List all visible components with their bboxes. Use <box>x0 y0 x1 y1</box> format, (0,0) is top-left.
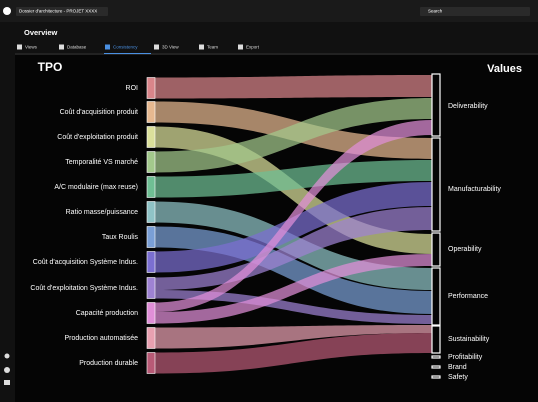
logout-icon[interactable] <box>4 380 10 385</box>
flow-ribbon[interactable] <box>155 75 432 99</box>
header <box>0 22 538 55</box>
settings-icon[interactable] <box>4 353 10 359</box>
user-icon[interactable] <box>4 367 10 373</box>
right-node-label: Safety <box>448 374 468 381</box>
flow-ribbon[interactable] <box>155 254 432 324</box>
left-node[interactable] <box>146 151 156 173</box>
right-node-label: Operability <box>448 246 482 253</box>
right-node-label: Brand <box>448 364 467 371</box>
flow-ribbon[interactable] <box>155 207 432 290</box>
left-node-label: Production automatisée <box>64 335 138 342</box>
left-node[interactable] <box>146 176 156 198</box>
right-node[interactable] <box>431 267 441 326</box>
logo[interactable] <box>3 7 11 15</box>
search-placeholder: Search <box>428 9 443 14</box>
flow-ribbon[interactable] <box>155 182 432 273</box>
tab-label[interactable]: Database <box>67 45 87 50</box>
left-node[interactable] <box>146 327 156 349</box>
search-box[interactable] <box>420 7 530 16</box>
tab-icon[interactable] <box>238 44 243 50</box>
left-node[interactable] <box>146 277 156 299</box>
sidebar <box>0 22 15 402</box>
title-box <box>16 7 108 16</box>
flow-ribbon[interactable] <box>155 160 432 198</box>
right-node-label: Profitability <box>448 354 483 361</box>
flow-ribbon[interactable] <box>155 290 432 324</box>
right-node-label: Manufacturability <box>448 186 501 193</box>
left-node[interactable] <box>146 226 156 248</box>
flow-ribbon[interactable] <box>155 333 432 374</box>
left-node[interactable] <box>146 352 156 374</box>
right-node[interactable] <box>431 365 441 369</box>
left-node-label: A/C modulaire (max reuse) <box>54 184 138 191</box>
left-node-label: Taux Roulis <box>102 234 139 241</box>
flow-ribbon[interactable] <box>155 325 432 349</box>
left-node[interactable] <box>146 201 156 223</box>
left-node-label: Coût d'acquisition produit <box>60 109 138 116</box>
tab-icon[interactable] <box>59 44 64 50</box>
left-node[interactable] <box>146 251 156 273</box>
left-node-label: Coût d'exploitation produit <box>57 134 138 141</box>
tab-label[interactable]: Consistency <box>113 45 138 50</box>
right-node[interactable] <box>431 325 441 354</box>
left-node-label: Ratio masse/puissance <box>66 209 138 216</box>
left-node[interactable] <box>146 302 156 324</box>
left-header: TPO <box>38 60 63 74</box>
tab-label[interactable]: Export <box>246 45 260 50</box>
left-node-label: Capacité production <box>76 310 138 317</box>
right-node-label: Deliverability <box>448 103 488 110</box>
tab-label[interactable]: Views <box>25 45 38 50</box>
left-node-label: ROI <box>126 85 139 92</box>
tab-icon[interactable] <box>17 44 22 50</box>
left-node[interactable] <box>146 126 156 148</box>
flow-ribbon[interactable] <box>155 120 432 312</box>
tab-icon[interactable] <box>154 44 159 50</box>
flow-ribbon[interactable] <box>155 98 432 173</box>
left-node[interactable] <box>146 101 156 123</box>
left-node-label: Coût d'acquisition Système Indus. <box>33 259 138 266</box>
tab-label[interactable]: 3D View <box>162 45 179 50</box>
right-node[interactable] <box>431 355 441 359</box>
right-node-label: Performance <box>448 293 488 300</box>
top-bar <box>0 0 538 22</box>
page-title: Overview <box>24 28 58 37</box>
right-node[interactable] <box>431 375 441 379</box>
left-node-label: Coût d'exploitation Système Indus. <box>30 285 138 292</box>
tab-icon[interactable] <box>199 44 204 50</box>
right-header: Values <box>487 63 522 75</box>
left-node[interactable] <box>146 77 156 99</box>
tab-icon[interactable] <box>105 44 110 50</box>
right-node[interactable] <box>431 137 441 232</box>
left-node-label: Temporalité VS marché <box>65 159 138 166</box>
right-node[interactable] <box>431 73 441 137</box>
project-title: Dossier d'architecture - PROJET XXXX <box>19 9 97 14</box>
right-node-label: Sustainability <box>448 336 490 343</box>
right-node[interactable] <box>431 232 441 267</box>
left-node-label: Production durable <box>79 360 138 367</box>
tab-label[interactable]: Team <box>207 45 218 50</box>
